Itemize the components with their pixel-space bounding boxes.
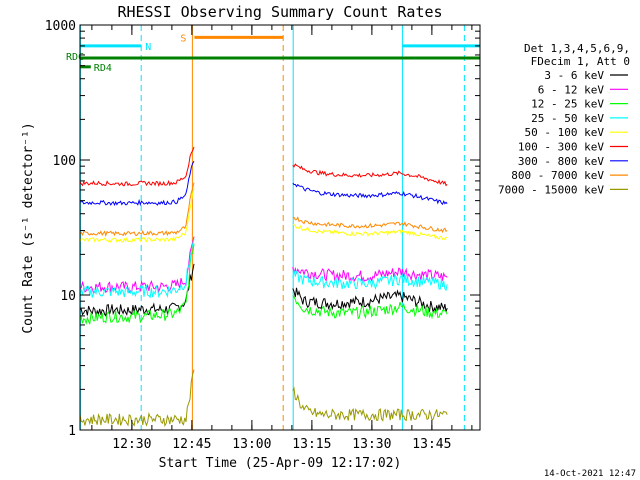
x-tick-label: 13:15 — [292, 437, 331, 452]
series-line-3-segment-0 — [80, 238, 195, 299]
legend-header-line: Det 1,3,4,5,6,9, — [524, 42, 630, 55]
series-line-0-segment-0 — [80, 263, 195, 317]
y-tick-label: 10 — [60, 289, 76, 304]
legend-entry-label: 25 - 50 keV — [531, 112, 604, 125]
x-axis-label: Start Time (25-Apr-09 12:17:02) — [159, 456, 402, 471]
legend-entry-label: 300 - 800 keV — [518, 155, 604, 168]
plot-frame — [79, 24, 481, 431]
x-tick-label: 12:30 — [112, 437, 151, 452]
x-tick-label: 13:00 — [232, 437, 271, 452]
series-line-3-segment-1 — [292, 270, 448, 292]
x-tick-label: 13:45 — [412, 437, 451, 452]
series-line-2-segment-1 — [292, 295, 448, 320]
y-tick-label: 1000 — [45, 19, 76, 34]
legend-header-line: FDecim 1, Att 0 — [531, 55, 630, 68]
legend-entry-label: 7000 - 15000 keV — [498, 183, 604, 196]
marker-label-2: S — [180, 33, 186, 44]
series-line-1-segment-0 — [80, 236, 195, 294]
series-line-1-segment-1 — [292, 266, 448, 284]
legend-entry-label: 50 - 100 keV — [525, 126, 605, 139]
chart-title: RHESSI Observing Summary Count Rates — [117, 3, 442, 21]
legend-entry-label: 6 - 12 keV — [538, 83, 605, 96]
series-line-2-segment-0 — [80, 243, 195, 325]
y-axis-label: Count Rate (s⁻¹ detector⁻¹) — [21, 122, 36, 333]
series-line-7-segment-1 — [292, 216, 448, 234]
series-line-7-segment-0 — [80, 182, 195, 238]
legend-entry-label: 3 - 6 keV — [544, 69, 604, 82]
x-tick-label: 13:30 — [352, 437, 391, 452]
series-line-5-segment-1 — [292, 163, 448, 187]
marker-label-4: RD4 — [94, 63, 112, 74]
legend: Det 1,3,4,5,6,9,FDecim 1, Att 03 - 6 keV… — [498, 42, 630, 196]
marker-label-0: N — [145, 42, 151, 53]
y-tick-label: 100 — [53, 154, 76, 169]
series-line-6-segment-1 — [292, 182, 448, 206]
y-tick-label: 1 — [68, 424, 76, 439]
series-line-8-segment-0 — [80, 369, 195, 427]
x-tick-label: 12:45 — [172, 437, 211, 452]
plot-area: N S RDC RD4 — [66, 25, 480, 430]
plot-clip-group — [80, 25, 480, 430]
series-line-4-segment-0 — [80, 187, 195, 243]
footer-date: 14-Oct-2021 12:47 — [544, 469, 636, 479]
axes: 1 10 100 1000 12:30 12:45 13:00 13:15 13:30 13:45 — [45, 19, 481, 452]
legend-entry-label: 12 - 25 keV — [531, 98, 604, 111]
legend-entry-label: 800 - 7000 keV — [511, 169, 604, 182]
legend-entry-label: 100 - 300 keV — [518, 141, 604, 154]
series-line-4-segment-1 — [292, 224, 448, 241]
series-line-8-segment-1 — [292, 386, 448, 422]
series-line-5-segment-0 — [80, 146, 195, 187]
series-line-6-segment-0 — [80, 160, 195, 207]
marker-label-3: RDC — [66, 52, 84, 63]
